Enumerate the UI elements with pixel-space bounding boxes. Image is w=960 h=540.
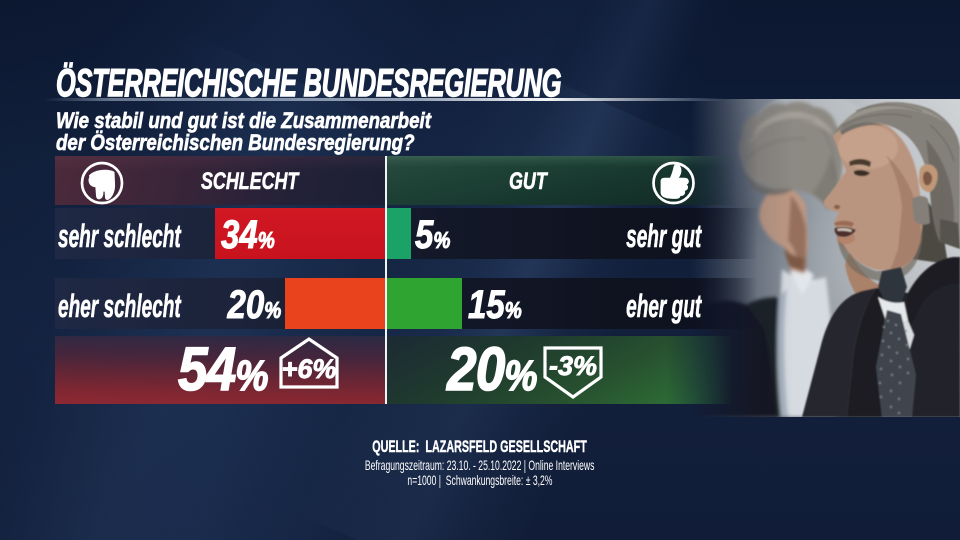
svg-text:-3%: -3% [549,351,597,381]
svg-text:+6%: +6% [282,354,337,384]
